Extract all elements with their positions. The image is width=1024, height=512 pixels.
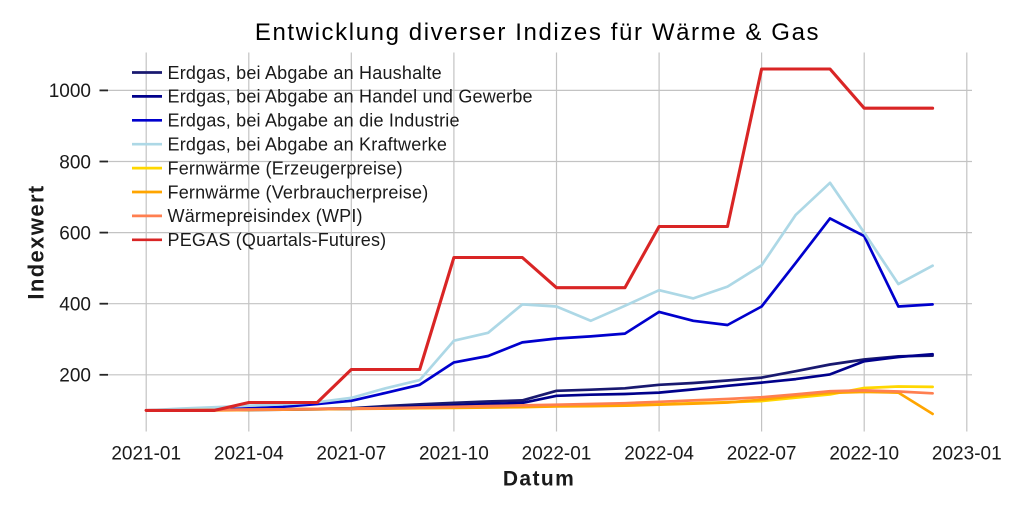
svg-text:Wärmepreisindex (WPI): Wärmepreisindex (WPI)	[168, 206, 363, 226]
svg-text:Erdgas, bei Abgabe an Haushalt: Erdgas, bei Abgabe an Haushalte	[168, 63, 442, 83]
svg-text:2022-04: 2022-04	[624, 443, 694, 464]
svg-text:Datum: Datum	[503, 468, 575, 491]
svg-text:400: 400	[59, 295, 91, 316]
svg-text:Indexwert: Indexwert	[24, 184, 49, 299]
svg-text:Erdgas, bei Abgabe an Kraftwer: Erdgas, bei Abgabe an Kraftwerke	[168, 135, 448, 155]
svg-text:Fernwärme (Verbraucherpreise): Fernwärme (Verbraucherpreise)	[168, 182, 429, 202]
svg-text:800: 800	[59, 152, 91, 173]
svg-text:2022-07: 2022-07	[727, 443, 797, 464]
svg-text:Entwicklung diverser Indizes f: Entwicklung diverser Indizes für Wärme &…	[255, 19, 820, 46]
svg-text:Erdgas, bei Abgabe an Handel u: Erdgas, bei Abgabe an Handel und Gewerbe	[168, 87, 533, 107]
svg-text:600: 600	[59, 223, 91, 244]
svg-text:2023-01: 2023-01	[932, 443, 1002, 464]
svg-text:PEGAS (Quartals-Futures): PEGAS (Quartals-Futures)	[168, 230, 387, 250]
svg-text:Fernwärme (Erzeugerpreise): Fernwärme (Erzeugerpreise)	[168, 158, 403, 178]
svg-text:200: 200	[59, 366, 91, 387]
svg-text:2021-07: 2021-07	[316, 443, 386, 464]
svg-text:2021-10: 2021-10	[419, 443, 489, 464]
svg-text:2022-10: 2022-10	[829, 443, 899, 464]
svg-text:2022-01: 2022-01	[522, 443, 592, 464]
svg-text:2021-04: 2021-04	[214, 443, 284, 464]
svg-text:Erdgas, bei Abgabe an die Indu: Erdgas, bei Abgabe an die Industrie	[168, 111, 460, 131]
svg-text:2021-01: 2021-01	[111, 443, 181, 464]
svg-text:1000: 1000	[49, 81, 91, 102]
